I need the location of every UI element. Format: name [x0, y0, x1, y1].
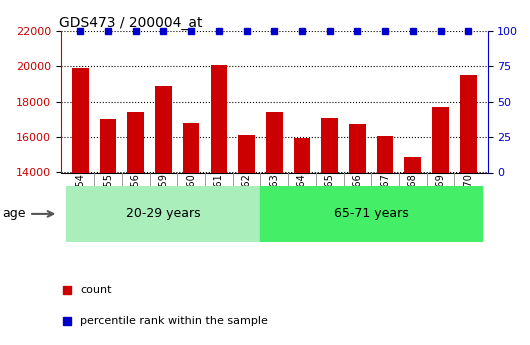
- Bar: [349, 124, 366, 345]
- Bar: [321, 118, 338, 345]
- Text: GDS473 / 200004_at: GDS473 / 200004_at: [59, 16, 202, 30]
- Text: GSM10354: GSM10354: [75, 173, 85, 226]
- Bar: [183, 123, 199, 345]
- Text: GSM10366: GSM10366: [352, 173, 363, 226]
- Text: GSM10367: GSM10367: [380, 173, 390, 226]
- Text: GSM10361: GSM10361: [214, 173, 224, 226]
- Text: GSM10362: GSM10362: [242, 173, 252, 226]
- Bar: [377, 136, 393, 345]
- Text: GSM10359: GSM10359: [158, 173, 169, 226]
- Bar: [66, 186, 260, 242]
- Text: GSM10368: GSM10368: [408, 173, 418, 226]
- Text: GSM10364: GSM10364: [297, 173, 307, 226]
- Bar: [432, 107, 449, 345]
- Bar: [72, 68, 89, 345]
- Text: age: age: [3, 207, 26, 220]
- Text: GSM10356: GSM10356: [131, 173, 141, 226]
- Text: GSM10355: GSM10355: [103, 173, 113, 226]
- Text: 20-29 years: 20-29 years: [126, 207, 201, 220]
- Text: GSM10363: GSM10363: [269, 173, 279, 226]
- Bar: [127, 112, 144, 345]
- Text: percentile rank within the sample: percentile rank within the sample: [80, 316, 268, 326]
- Text: GSM10360: GSM10360: [186, 173, 196, 226]
- Text: GSM10370: GSM10370: [463, 173, 473, 226]
- Text: GSM10369: GSM10369: [436, 173, 446, 226]
- Bar: [266, 112, 282, 345]
- Bar: [100, 119, 117, 345]
- Text: count: count: [80, 285, 112, 295]
- Bar: [238, 135, 255, 345]
- Bar: [210, 65, 227, 345]
- Text: GSM10365: GSM10365: [325, 173, 334, 226]
- Text: 65-71 years: 65-71 years: [334, 207, 409, 220]
- Bar: [404, 157, 421, 345]
- Bar: [294, 138, 310, 345]
- Bar: [460, 75, 476, 345]
- Bar: [260, 186, 482, 242]
- Bar: [155, 86, 172, 345]
